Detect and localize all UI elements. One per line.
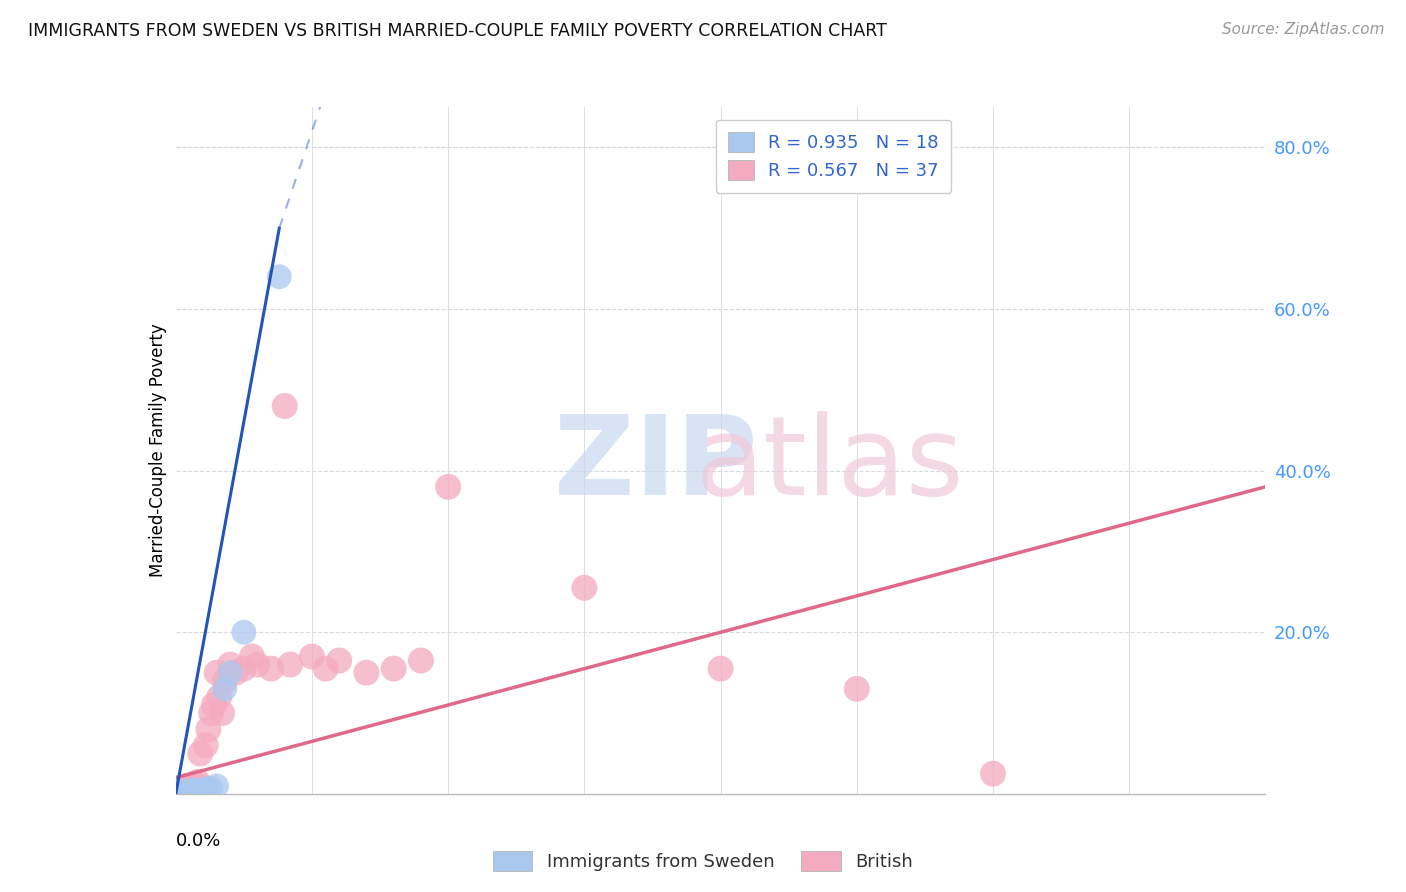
Point: [437, 480, 460, 494]
Point: [246, 657, 269, 672]
Point: [232, 662, 254, 676]
Point: [173, 785, 195, 799]
Point: [179, 782, 201, 797]
Legend: R = 0.935   N = 18, R = 0.567   N = 37: R = 0.935 N = 18, R = 0.567 N = 37: [716, 120, 952, 193]
Point: [194, 782, 217, 797]
Point: [200, 706, 222, 720]
Point: [219, 657, 242, 672]
Point: [301, 649, 323, 664]
Point: [179, 784, 201, 798]
Point: [188, 747, 211, 761]
Point: [382, 662, 405, 676]
Point: [205, 665, 228, 680]
Point: [167, 785, 190, 799]
Text: 0.0%: 0.0%: [176, 831, 221, 850]
Point: [845, 681, 868, 696]
Point: [176, 779, 198, 793]
Point: [170, 780, 193, 795]
Point: [211, 706, 233, 720]
Point: [214, 673, 236, 688]
Point: [409, 654, 432, 668]
Point: [240, 649, 263, 664]
Point: [710, 662, 733, 676]
Point: [574, 581, 596, 595]
Point: [328, 654, 350, 668]
Point: [184, 785, 207, 799]
Text: ZIP: ZIP: [554, 410, 756, 517]
Text: Source: ZipAtlas.com: Source: ZipAtlas.com: [1222, 22, 1385, 37]
Text: atlas: atlas: [696, 410, 963, 517]
Point: [208, 690, 231, 704]
Point: [219, 665, 242, 680]
Point: [356, 665, 378, 680]
Point: [181, 780, 204, 795]
Point: [202, 698, 225, 712]
Point: [188, 784, 211, 798]
Point: [173, 784, 195, 798]
Point: [170, 784, 193, 798]
Point: [197, 782, 219, 797]
Point: [205, 779, 228, 793]
Point: [176, 786, 198, 800]
Point: [278, 657, 301, 672]
Y-axis label: Married-Couple Family Poverty: Married-Couple Family Poverty: [149, 324, 167, 577]
Point: [194, 739, 217, 753]
Legend: Immigrants from Sweden, British: Immigrants from Sweden, British: [485, 844, 921, 879]
Point: [214, 681, 236, 696]
Point: [981, 766, 1004, 780]
Point: [260, 662, 283, 676]
Point: [200, 781, 222, 796]
Point: [269, 269, 291, 284]
Point: [181, 782, 204, 797]
Point: [232, 625, 254, 640]
Point: [315, 662, 337, 676]
Text: IMMIGRANTS FROM SWEDEN VS BRITISH MARRIED-COUPLE FAMILY POVERTY CORRELATION CHAR: IMMIGRANTS FROM SWEDEN VS BRITISH MARRIE…: [28, 22, 887, 40]
Point: [186, 783, 209, 797]
Point: [184, 777, 207, 791]
Point: [186, 774, 209, 789]
Point: [225, 665, 247, 680]
Point: [197, 723, 219, 737]
Point: [191, 780, 214, 795]
Point: [167, 782, 190, 797]
Point: [191, 783, 214, 797]
Point: [274, 399, 297, 413]
